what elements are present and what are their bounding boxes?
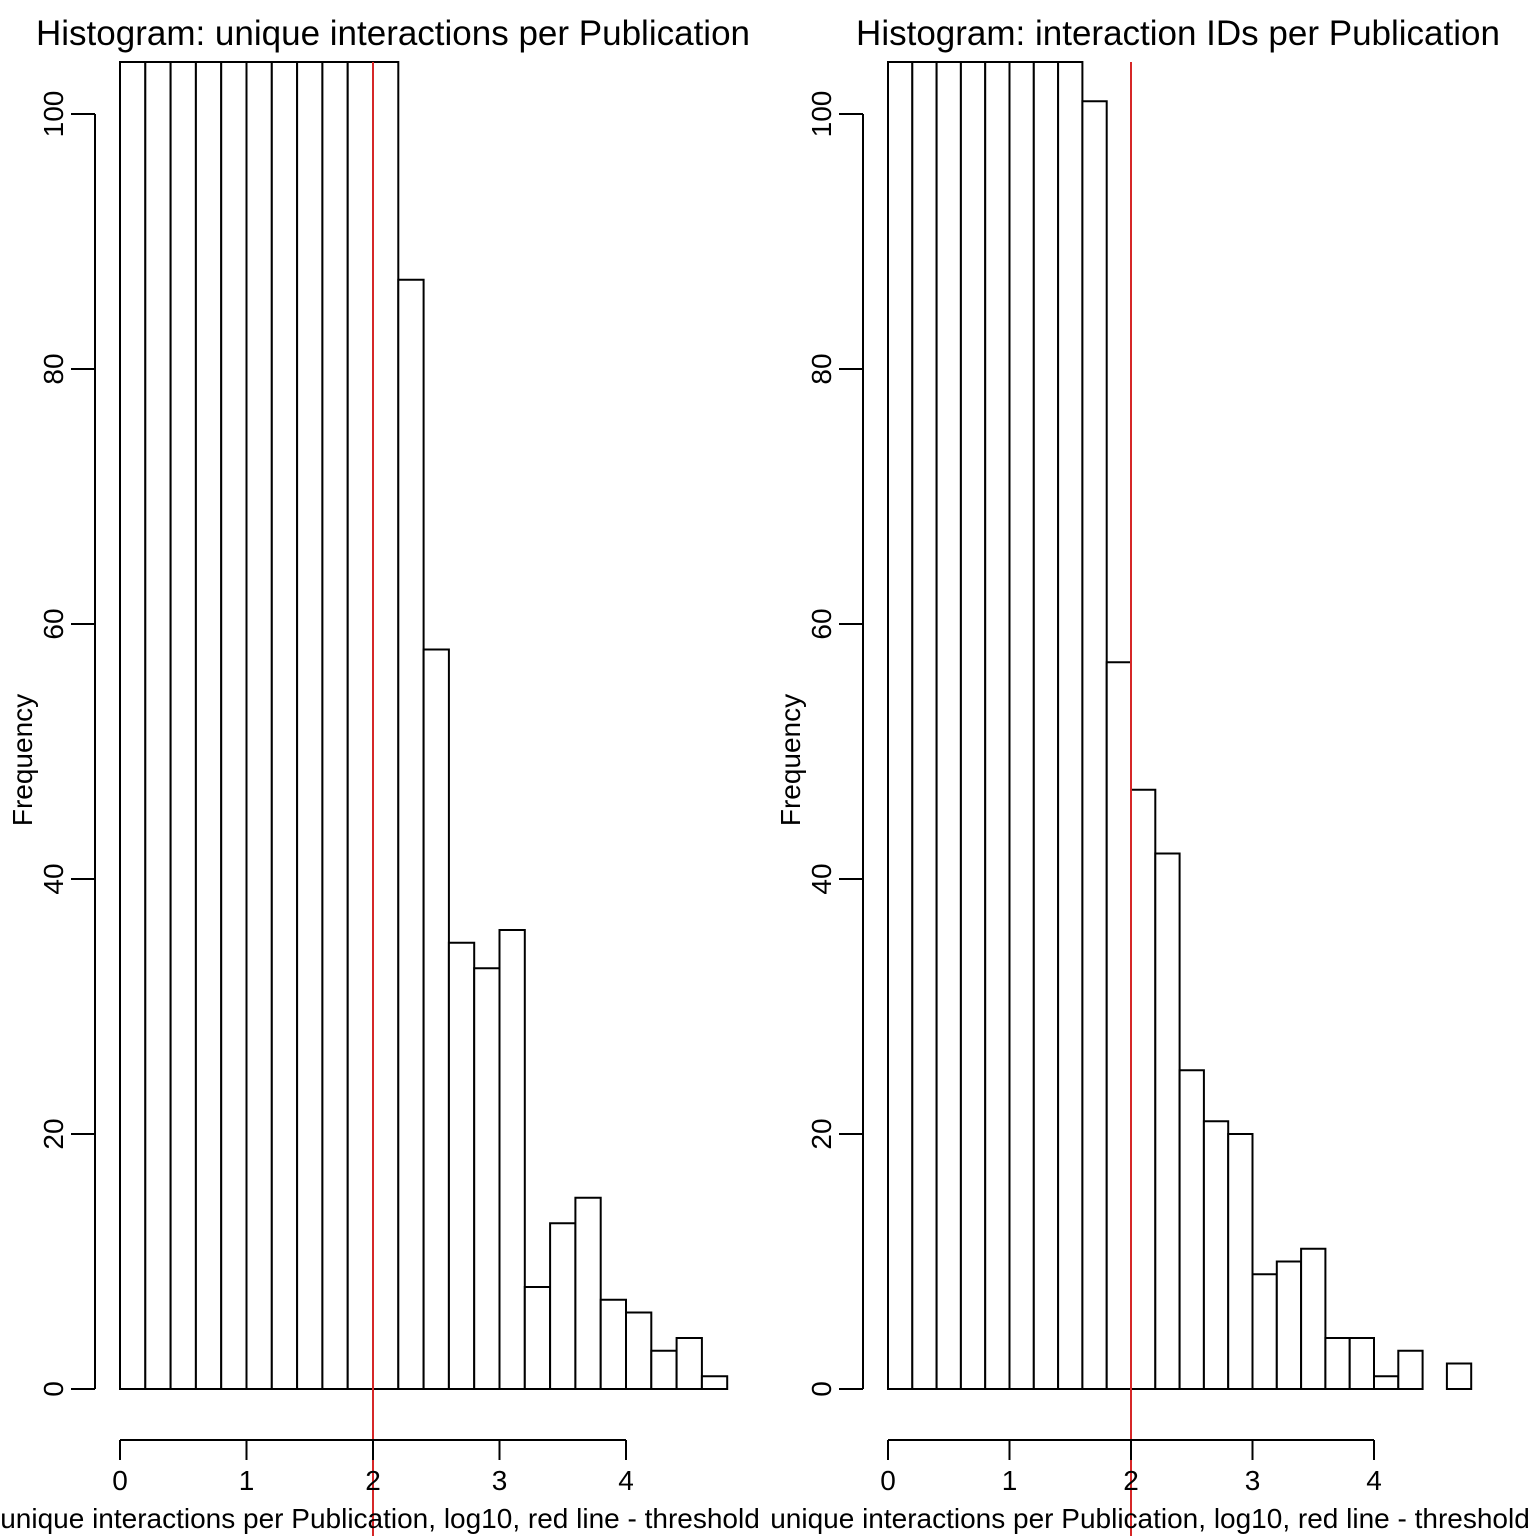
left-histogram-panel: 0 20 40 60 80 100 0 1 2 3 4 Histogram: unique inter… [0, 14, 760, 1536]
y-tick-label: 20 [806, 1118, 837, 1149]
right-histogram-panel: 0 20 40 60 80 100 0 1 2 3 4 Histogram: interaction … [770, 14, 1530, 1536]
histogram-bar [194, 61, 223, 1390]
histogram-bar [447, 941, 476, 1390]
x-tick-label: 1 [1002, 1465, 1018, 1496]
x-tick-label: 0 [880, 1465, 896, 1496]
y-tick-label: 60 [806, 608, 837, 639]
x-axis-label: unique interactions per Publication, log… [0, 1503, 760, 1534]
x-tick-label: 4 [1366, 1465, 1382, 1496]
x-tick-label: 2 [1123, 1465, 1139, 1496]
histogram-bar [372, 61, 400, 1390]
histogram-bar [321, 61, 349, 1390]
histogram-bar [1275, 1260, 1303, 1390]
histogram-bar [119, 61, 147, 1390]
y-tick-label: 20 [38, 1118, 69, 1149]
histogram-bar [959, 61, 987, 1390]
histogram-bar [675, 1337, 703, 1390]
histogram-bar [1057, 61, 1084, 1390]
x-tick-label: 0 [112, 1465, 128, 1496]
histogram-bar [625, 1311, 653, 1390]
histogram-bar [245, 61, 273, 1390]
histogram-bar [549, 1222, 577, 1390]
histogram-bar [169, 61, 197, 1390]
histogram-bar [270, 61, 299, 1390]
x-tick-label: 3 [492, 1465, 508, 1496]
y-tick-label: 0 [806, 1381, 837, 1397]
y-tick-label: 100 [806, 91, 837, 138]
histogram-bar [523, 1286, 552, 1390]
histogram-bar [1154, 852, 1181, 1390]
histogram-bar [1397, 1349, 1424, 1390]
histogram-bar [650, 1349, 678, 1390]
x-axis-label: unique interactions per Publication, log… [770, 1503, 1530, 1534]
histogram-bar [1105, 661, 1132, 1390]
chart-title: Histogram: interaction IDs per Publicati… [856, 14, 1500, 53]
y-tick-label: 40 [806, 863, 837, 894]
histogram-bar [1251, 1273, 1278, 1390]
histogram-bar [887, 61, 914, 1390]
histogram-bar [1178, 1069, 1205, 1390]
x-tick-label: 2 [365, 1465, 381, 1496]
histogram-bar [1324, 1337, 1351, 1390]
histogram-bar [599, 1298, 628, 1390]
chart-title: Histogram: unique interactions per Publi… [36, 14, 750, 53]
histogram-bar [296, 61, 324, 1390]
x-tick-label: 3 [1245, 1465, 1261, 1496]
histogram-bar [144, 61, 172, 1390]
y-tick-label: 80 [806, 353, 837, 384]
histogram-bar [1348, 1337, 1375, 1390]
histogram-bar [1130, 788, 1157, 1390]
histogram-bar [935, 61, 962, 1390]
histogram-bar [220, 61, 248, 1390]
y-axis-label: Frequency [775, 694, 806, 826]
histogram-bar [473, 967, 501, 1390]
histogram-bar [1227, 1133, 1254, 1390]
histogram-bar [984, 61, 1011, 1390]
histogram-bar [574, 1196, 602, 1390]
histogram-bar [1032, 61, 1060, 1390]
x-tick-label: 4 [618, 1465, 634, 1496]
histogram-bar [1300, 1247, 1327, 1390]
y-tick-label: 100 [38, 91, 69, 138]
histogram-bar [397, 278, 425, 1390]
x-tick-label: 1 [239, 1465, 255, 1496]
y-tick-label: 60 [38, 608, 69, 639]
histogram-bar [911, 61, 938, 1390]
y-tick-label: 80 [38, 353, 69, 384]
histogram-bar [1202, 1120, 1230, 1390]
y-tick-label: 40 [38, 863, 69, 894]
histogram-bar [346, 61, 375, 1390]
histogram-bar [1373, 1375, 1400, 1390]
histogram-bar [700, 1375, 729, 1390]
y-axis-label: Frequency [7, 694, 38, 826]
histogram-bar [1445, 1362, 1473, 1390]
histogram-bar [498, 929, 526, 1390]
histogram-bar [422, 648, 450, 1390]
y-tick-label: 0 [38, 1381, 69, 1397]
histogram-bar [1008, 61, 1035, 1390]
histogram-bar [1081, 100, 1108, 1390]
